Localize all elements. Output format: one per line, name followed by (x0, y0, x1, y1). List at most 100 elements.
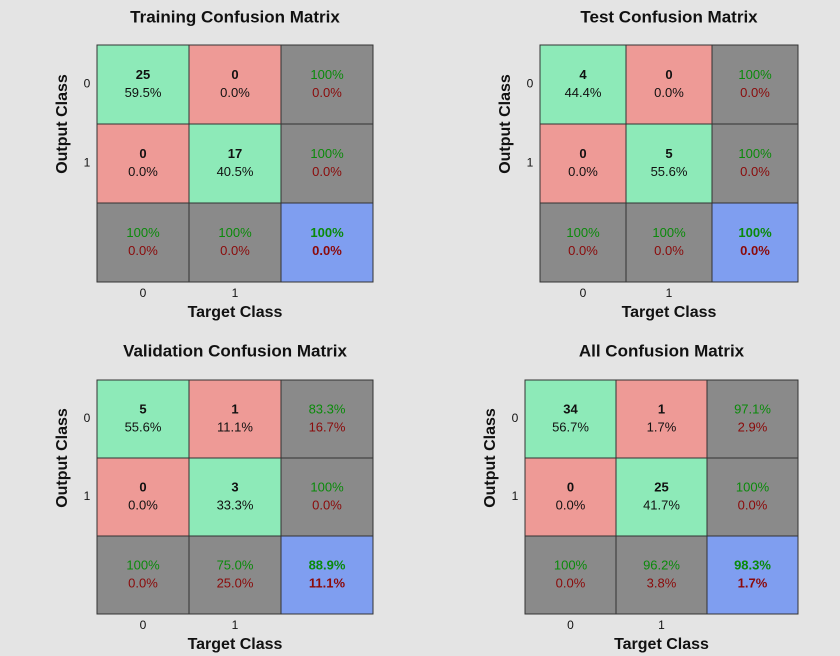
cell-percent: 59.5% (125, 85, 162, 100)
cell-percent: 41.7% (643, 497, 680, 512)
x-axis-label: Target Class (622, 304, 717, 321)
cell-percent: 11.1% (309, 575, 346, 590)
cell-count: 88.9% (309, 557, 346, 572)
matrix-cell (96, 202, 190, 283)
cell-count: 100% (126, 557, 160, 572)
matrix-cell (96, 44, 190, 125)
matrix-cell (524, 457, 617, 537)
matrix-cell (188, 44, 282, 125)
row-label: 1 (84, 489, 91, 503)
cell-count: 0 (567, 479, 574, 494)
cell-percent: 0.0% (312, 85, 342, 100)
cell-percent: 0.0% (128, 243, 158, 258)
cell-count: 25 (136, 67, 150, 82)
matrix-cell (280, 457, 374, 537)
row-label: 0 (527, 77, 534, 91)
cell-count: 96.2% (643, 557, 680, 572)
cell-percent: 0.0% (312, 243, 342, 258)
x-axis-label: Target Class (188, 304, 283, 321)
y-axis-label: Output Class (482, 408, 499, 508)
cell-count: 100% (738, 67, 772, 82)
cell-count: 100% (126, 225, 160, 240)
cell-count: 1 (658, 401, 665, 416)
y-axis-label: Output Class (54, 408, 71, 508)
matrix-cell (539, 202, 627, 283)
matrix-cell (711, 123, 799, 204)
cell-percent: 56.7% (552, 419, 589, 434)
matrix-cell (280, 202, 374, 283)
cell-percent: 25.0% (217, 575, 254, 590)
cell-percent: 0.0% (556, 575, 586, 590)
y-axis-label: Output Class (497, 74, 514, 174)
matrix-cell (280, 379, 374, 459)
cell-count: 25 (654, 479, 668, 494)
cell-count: 3 (231, 479, 238, 494)
matrix-cell (280, 123, 374, 204)
matrix-cell (280, 535, 374, 615)
cell-count: 100% (554, 557, 588, 572)
cell-percent: 16.7% (309, 419, 346, 434)
cell-count: 0 (665, 67, 672, 82)
matrix-cell (96, 123, 190, 204)
row-label: 0 (84, 411, 91, 425)
col-label: 0 (140, 286, 147, 300)
cell-count: 5 (665, 146, 672, 161)
row-label: 1 (512, 489, 519, 503)
col-label: 1 (666, 286, 673, 300)
cell-percent: 0.0% (568, 164, 598, 179)
cell-percent: 0.0% (738, 497, 768, 512)
cell-percent: 55.6% (651, 164, 688, 179)
matrix-cell (524, 379, 617, 459)
cell-percent: 44.4% (565, 85, 602, 100)
cell-count: 100% (310, 225, 344, 240)
panel-title: Validation Confusion Matrix (123, 341, 347, 360)
cell-count: 17 (228, 146, 242, 161)
matrix-cell (711, 44, 799, 125)
panel-title: All Confusion Matrix (579, 341, 745, 360)
cell-percent: 40.5% (217, 164, 254, 179)
cell-percent: 11.1% (217, 419, 253, 434)
cell-count: 0 (579, 146, 586, 161)
x-axis-label: Target Class (188, 636, 283, 653)
cell-count: 0 (139, 479, 146, 494)
matrix-cell (615, 379, 708, 459)
matrix-cell (711, 202, 799, 283)
cell-percent: 0.0% (220, 243, 250, 258)
cell-percent: 1.7% (738, 575, 768, 590)
cell-count: 83.3% (309, 401, 346, 416)
cell-count: 100% (652, 225, 686, 240)
col-label: 1 (232, 286, 239, 300)
col-label: 0 (140, 618, 147, 632)
panel-title: Training Confusion Matrix (130, 7, 340, 26)
matrix-cell (539, 44, 627, 125)
col-label: 1 (658, 618, 665, 632)
cell-percent: 0.0% (654, 243, 684, 258)
cell-count: 100% (310, 146, 344, 161)
cell-count: 100% (738, 146, 772, 161)
cell-count: 97.1% (734, 401, 771, 416)
cell-count: 100% (566, 225, 600, 240)
cell-percent: 33.3% (217, 497, 254, 512)
matrix-cell (706, 379, 799, 459)
matrix-cell (188, 379, 282, 459)
matrix-cell (188, 457, 282, 537)
matrix-cell (188, 202, 282, 283)
matrix-cell (280, 44, 374, 125)
cell-percent: 0.0% (128, 164, 158, 179)
cell-percent: 2.9% (738, 419, 768, 434)
cell-percent: 0.0% (220, 85, 250, 100)
cell-percent: 0.0% (740, 85, 770, 100)
cell-percent: 1.7% (647, 419, 677, 434)
cell-percent: 0.0% (556, 497, 586, 512)
matrix-cell (539, 123, 627, 204)
cell-count: 34 (563, 401, 578, 416)
col-label: 1 (232, 618, 239, 632)
matrix-cell (96, 535, 190, 615)
cell-percent: 0.0% (312, 497, 342, 512)
cell-percent: 0.0% (312, 164, 342, 179)
matrix-cell (706, 457, 799, 537)
matrix-cell (188, 123, 282, 204)
row-label: 1 (84, 156, 91, 170)
cell-count: 100% (310, 479, 344, 494)
cell-count: 100% (738, 225, 772, 240)
